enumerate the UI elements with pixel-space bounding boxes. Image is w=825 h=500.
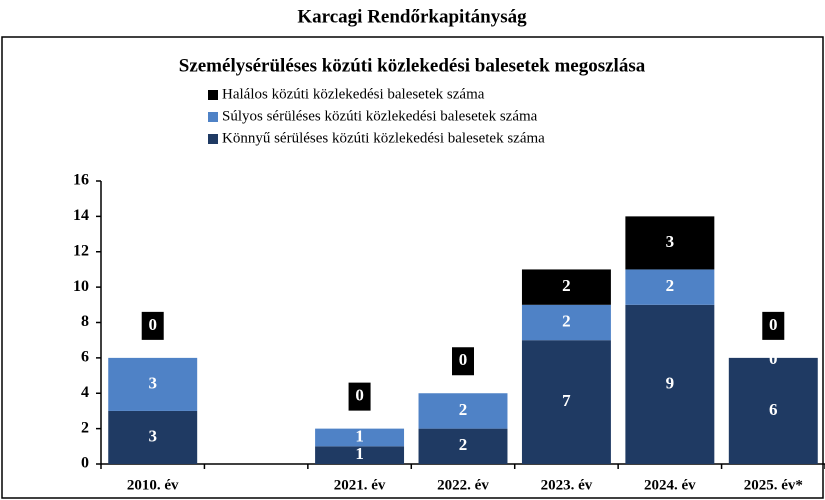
x-tick-label: 2024. év bbox=[644, 477, 696, 493]
value-label-box bbox=[348, 382, 371, 411]
value-label: 3 bbox=[148, 426, 157, 445]
value-label-box bbox=[452, 347, 474, 376]
value-label: 0 bbox=[769, 349, 778, 368]
x-tick-label: 2021. év bbox=[334, 477, 386, 493]
value-label: 2 bbox=[459, 435, 468, 454]
bar-segment bbox=[108, 357, 198, 411]
value-label: 1 bbox=[355, 444, 364, 463]
value-label: 2 bbox=[562, 311, 571, 330]
x-tick-label: 2022. év bbox=[437, 477, 489, 493]
legend-swatch bbox=[208, 90, 218, 100]
value-label: 3 bbox=[666, 232, 675, 251]
bar-segment bbox=[625, 216, 715, 270]
bar-segment bbox=[418, 428, 508, 464]
chart-title: Személysérüléses közúti közlekedési bale… bbox=[179, 55, 646, 76]
bar-segment bbox=[521, 304, 611, 341]
value-label: 0 bbox=[769, 315, 778, 334]
y-tick-label: 6 bbox=[81, 349, 89, 366]
y-tick-label: 0 bbox=[81, 455, 89, 472]
legend-label: Könnyű sérüléses közúti közlekedési bale… bbox=[222, 130, 545, 146]
page-header: Karcagi Rendőrkapitányság bbox=[297, 6, 527, 27]
bar-segment bbox=[315, 446, 405, 464]
value-label: 1 bbox=[355, 426, 364, 445]
y-tick-label: 12 bbox=[73, 242, 89, 259]
value-label: 6 bbox=[769, 400, 778, 419]
value-label: 0 bbox=[355, 386, 364, 405]
bar-segment bbox=[625, 269, 715, 305]
y-tick-label: 10 bbox=[73, 278, 89, 295]
legend-label: Súlyos sérüléses közúti közlekedési bale… bbox=[222, 108, 538, 124]
y-tick-label: 4 bbox=[81, 384, 89, 401]
value-label: 2 bbox=[459, 400, 468, 419]
x-tick-label: 2025. év* bbox=[744, 477, 803, 493]
value-label: 0 bbox=[148, 315, 157, 334]
bar-segment bbox=[108, 410, 198, 464]
chart-frame bbox=[1, 36, 824, 499]
value-label-box bbox=[762, 311, 785, 340]
x-tick-label: 2010. év bbox=[127, 477, 179, 493]
y-tick-label: 2 bbox=[81, 419, 89, 436]
y-tick-label: 14 bbox=[73, 207, 89, 224]
bar-segment bbox=[521, 340, 611, 464]
legend-label: Halálos közúti közlekedési balesetek szá… bbox=[222, 86, 485, 102]
bar-segment bbox=[625, 304, 715, 464]
value-label: 0 bbox=[459, 350, 468, 369]
bar-segment bbox=[521, 269, 611, 305]
bar-segment bbox=[315, 428, 405, 447]
bar-segment bbox=[418, 393, 508, 429]
bar-segment bbox=[728, 357, 818, 464]
y-tick-label: 8 bbox=[81, 313, 89, 330]
x-tick-label: 2023. év bbox=[541, 477, 593, 493]
value-label: 2 bbox=[666, 276, 675, 295]
y-tick-label: 16 bbox=[73, 172, 89, 189]
value-label: 9 bbox=[666, 373, 675, 392]
legend-swatch bbox=[208, 112, 218, 122]
legend-swatch bbox=[208, 134, 218, 144]
value-label: 7 bbox=[562, 391, 571, 410]
value-label: 3 bbox=[148, 373, 157, 392]
value-label: 2 bbox=[562, 276, 571, 295]
value-label-box bbox=[141, 311, 164, 340]
